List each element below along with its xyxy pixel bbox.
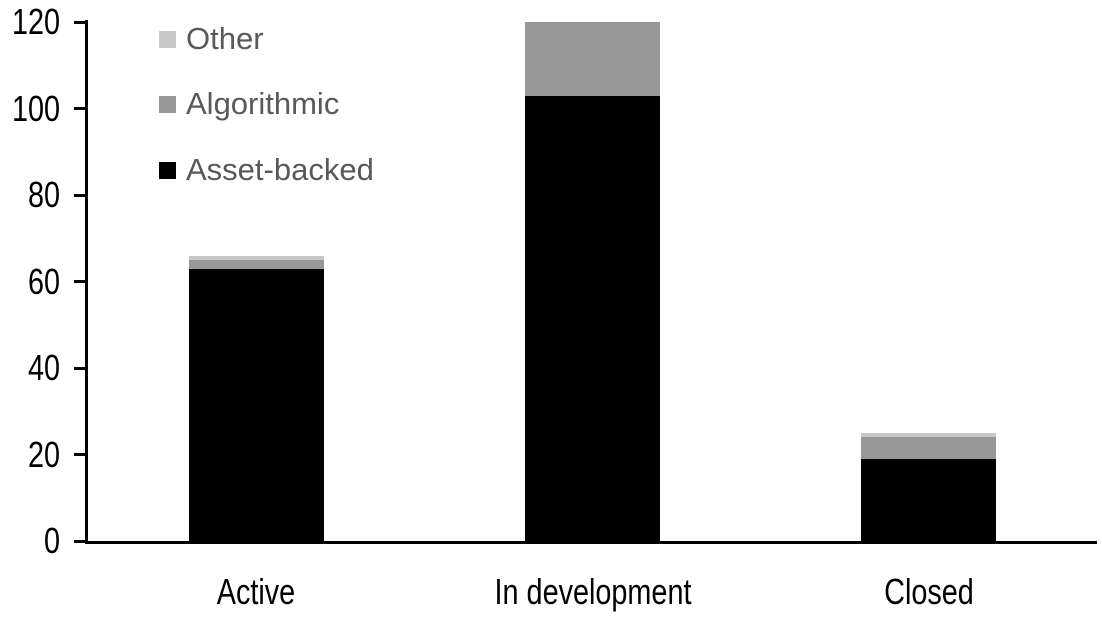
y-axis-line [85, 20, 88, 544]
y-tick-label: 20 [27, 433, 60, 475]
legend-label: Other [186, 21, 264, 56]
legend-item-asset-backed: Asset-backed [159, 152, 374, 187]
y-tick-label: 40 [27, 347, 60, 388]
y-tick-mark [74, 539, 85, 543]
y-tick-label: 60 [27, 260, 60, 302]
legend-item-other: Other [159, 21, 264, 56]
bar-segment-asset-backed-in-development [525, 95, 660, 541]
bar-segment-algorithmic-active [188, 259, 324, 269]
y-tick-label: 80 [27, 174, 60, 215]
y-tick-mark [74, 453, 85, 456]
y-tick-label: 100 [12, 87, 61, 129]
x-axis-line [85, 541, 1097, 544]
y-tick-mark [74, 107, 85, 110]
y-tick-mark [74, 280, 85, 283]
bar-segment-algorithmic-closed [861, 437, 997, 459]
bar-segment-algorithmic-in-development [525, 22, 660, 96]
y-tick-mark [74, 193, 85, 197]
y-tick-mark [74, 20, 85, 24]
bar-segment-other-closed [861, 432, 997, 438]
legend-swatch [159, 95, 176, 113]
legend-item-algorithmic: Algorithmic [159, 86, 340, 121]
legend-label: Asset-backed [186, 152, 374, 187]
y-tick-label: 120 [12, 1, 61, 42]
x-category-label: Closed [884, 571, 974, 612]
bar-segment-asset-backed-closed [861, 458, 997, 541]
bar-segment-asset-backed-active [188, 268, 324, 541]
y-tick-label: 0 [43, 520, 60, 561]
y-tick-mark [74, 366, 85, 370]
legend-label: Algorithmic [186, 86, 340, 121]
legend-swatch [159, 161, 176, 179]
bar-segment-other-active [188, 255, 324, 260]
x-category-label: In development [494, 571, 691, 612]
legend-swatch [159, 30, 176, 48]
x-category-label: Active [216, 571, 296, 612]
